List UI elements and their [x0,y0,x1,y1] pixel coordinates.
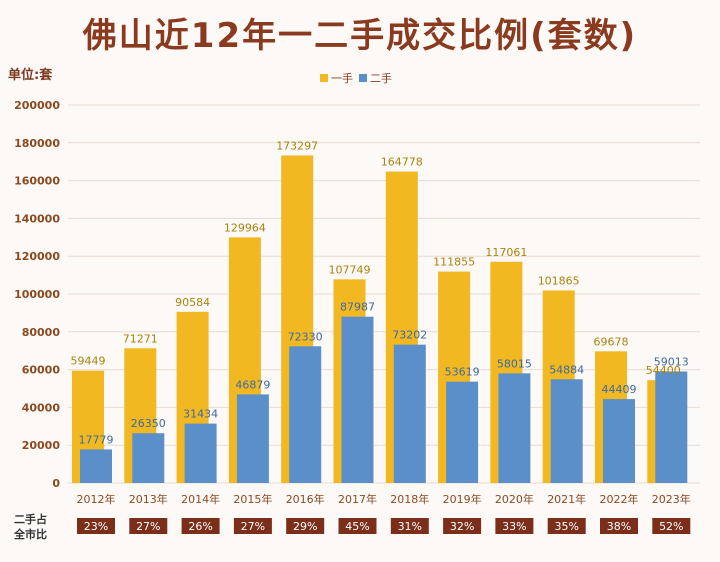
data-label-resale: 73202 [392,329,427,342]
share-value: 26% [188,520,212,533]
share-value: 27% [136,520,160,533]
data-label-resale: 17779 [79,433,114,446]
share-value: 45% [345,520,369,533]
x-tick-label: 2013年 [129,492,168,506]
data-label-new: 54400 [646,364,681,377]
bar-resale [341,316,374,483]
bar-resale [655,371,688,483]
data-label-new: 59449 [71,355,106,368]
x-tick-label: 2019年 [443,492,482,506]
x-tick-label: 2015年 [233,492,272,506]
data-label-new: 71271 [123,332,158,345]
share-badge [652,518,691,534]
y-tick-label: 160000 [14,175,60,188]
share-badge [286,518,325,534]
legend-swatch-new [320,74,328,82]
data-label-new: 111855 [433,256,475,269]
share-badge [443,518,482,534]
legend: 一手 二手 [320,70,392,86]
data-label-resale: 58015 [497,357,532,370]
share-badge [495,518,534,534]
x-tick-label: 2018年 [390,492,429,506]
data-label-new: 117061 [485,246,527,259]
y-tick-label: 80000 [22,326,61,339]
y-tick-label: 100000 [14,288,60,301]
data-label-resale: 59013 [654,355,689,368]
y-tick-label: 120000 [14,250,60,263]
data-label-new: 129964 [224,221,266,234]
share-value: 29% [293,520,317,533]
bar-resale [603,399,635,483]
data-label-resale: 26350 [131,417,166,430]
data-label-new: 173297 [276,139,318,152]
data-label-new: 69678 [594,335,629,348]
share-badge [77,518,115,534]
chart-title: 佛山近12年一二手成交比例(套数) [82,16,638,56]
share-badge [338,518,377,534]
bar-resale [498,373,531,483]
legend-item-new: 一手 [320,70,353,86]
data-label-resale: 53619 [445,366,480,379]
y-tick-label: 60000 [22,364,61,377]
x-tick-label: 2021年 [547,492,586,506]
data-label-new: 90584 [175,296,210,309]
y-tick-label: 40000 [22,401,61,414]
share-value: 33% [502,520,526,533]
x-tick-label: 2022年 [600,492,639,506]
bar-resale [393,344,426,483]
share-value: 52% [659,520,683,533]
share-value: 23% [84,520,108,533]
share-value: 35% [554,520,578,533]
share-row-label: 二手占 全市比 [14,513,47,541]
share-badge [129,518,168,534]
legend-label-new: 一手 [331,72,353,85]
data-label-resale: 54884 [549,363,584,376]
legend-label-resale: 二手 [370,72,392,85]
bar-resale [446,381,479,483]
bar-resale [80,449,112,483]
share-value: 32% [450,520,474,533]
share-value: 27% [241,520,265,533]
y-tick-label: 140000 [14,212,60,225]
x-tick-label: 2016年 [286,492,325,506]
data-label-resale: 87987 [340,301,375,314]
share-badge [181,518,220,534]
bar-resale [550,379,583,483]
data-label-resale: 72330 [288,330,323,343]
data-label-new: 107749 [329,263,371,276]
bar-resale [132,433,165,483]
y-tick-label: 200000 [14,99,60,112]
data-label-resale: 46879 [235,378,270,391]
share-value: 31% [398,520,422,533]
y-tick-label: 20000 [22,439,61,452]
share-badge [547,518,586,534]
y-tick-label: 180000 [14,137,60,150]
x-tick-label: 2017年 [338,492,377,506]
legend-item-resale: 二手 [359,70,392,86]
x-tick-label: 2012年 [77,492,116,506]
x-tick-label: 2014年 [181,492,220,506]
x-tick-label: 2020年 [495,492,534,506]
legend-swatch-resale [359,74,367,82]
share-value: 38% [607,520,631,533]
data-label-resale: 44409 [602,383,637,396]
data-label-new: 101865 [538,274,580,287]
unit-label: 单位:套 [8,68,53,83]
x-tick-label: 2023年 [652,492,691,506]
share-badge [600,518,638,534]
bar-resale [236,394,269,483]
bar-resale [184,423,217,483]
data-label-new: 164778 [381,156,423,169]
share-badge [390,518,429,534]
y-tick-label: 0 [52,477,60,490]
share-badge [233,518,272,534]
bar-resale [289,346,322,483]
data-label-resale: 31434 [183,408,218,421]
